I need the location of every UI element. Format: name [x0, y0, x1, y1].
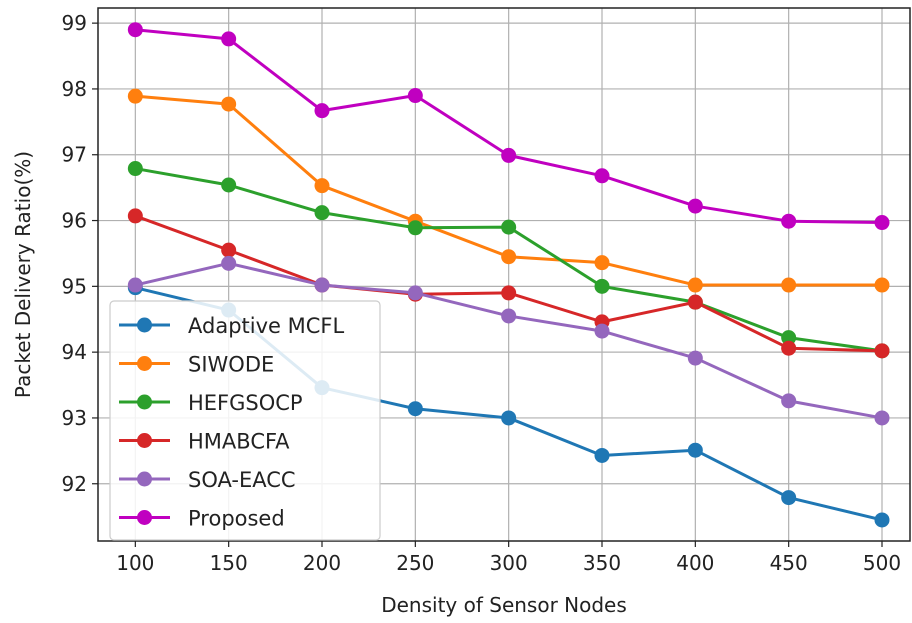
legend-box [109, 300, 381, 541]
data-point [594, 447, 610, 463]
data-point [127, 88, 143, 104]
data-point [781, 490, 797, 506]
x-tick-label: 350 [583, 551, 621, 575]
legend-swatch-marker [137, 394, 152, 410]
legend-item: HMABCFA [119, 430, 290, 454]
data-point [314, 277, 330, 293]
data-point [594, 323, 610, 339]
data-point [314, 103, 330, 119]
data-point [874, 343, 890, 359]
plot-frame [97, 7, 911, 542]
data-point [781, 277, 797, 293]
legend-item: Adaptive MCFL [119, 314, 344, 338]
data-point [874, 410, 890, 426]
legend-swatch-marker [137, 471, 152, 487]
data-point [781, 213, 797, 229]
data-point [407, 88, 423, 104]
legend-swatch-marker [137, 356, 152, 371]
data-point [501, 308, 517, 324]
legend-label: SOA-EACC [188, 468, 296, 492]
data-point [687, 442, 703, 458]
data-point [221, 255, 237, 271]
y-tick-label: 96 [62, 209, 87, 233]
legend-label: HMABCFA [188, 430, 290, 454]
data-point [594, 168, 610, 184]
data-point [407, 285, 423, 301]
series-soa-eacc [127, 255, 890, 426]
x-tick-label: 300 [490, 551, 528, 575]
data-point [501, 410, 517, 426]
x-tick-label: 100 [116, 551, 154, 575]
x-tick-label: 500 [863, 551, 901, 575]
legend-swatch-marker [137, 510, 152, 525]
legend: Adaptive MCFL SIWODE HEFGSOCP HMABCFA SOA-EA… [109, 300, 381, 541]
legend-label: Proposed [188, 507, 285, 531]
legend-label: Adaptive MCFL [188, 314, 344, 338]
data-point [501, 285, 517, 301]
data-point [687, 198, 703, 214]
legend-item: SIWODE [119, 353, 274, 377]
data-point [501, 147, 517, 163]
legend-item: SOA-EACC [119, 468, 296, 492]
y-tick-label: 97 [62, 143, 87, 167]
data-point [221, 31, 237, 47]
y-tick-label: 95 [62, 274, 87, 298]
legend-item: HEFGSOCP [119, 391, 303, 415]
data-point [221, 96, 237, 112]
data-point [874, 277, 890, 293]
data-point [314, 178, 330, 194]
data-point [127, 22, 143, 38]
data-point [687, 277, 703, 293]
data-point [781, 340, 797, 356]
data-point [874, 512, 890, 528]
data-point [781, 393, 797, 409]
data-point [501, 219, 517, 235]
x-tick-label: 150 [210, 551, 248, 575]
data-point [127, 208, 143, 224]
data-point [221, 242, 237, 258]
data-point [501, 249, 517, 265]
data-point [874, 215, 890, 231]
data-point [594, 255, 610, 271]
data-point [314, 205, 330, 221]
x-tick-label: 250 [396, 551, 434, 575]
legend-label: HEFGSOCP [188, 391, 303, 415]
data-point [594, 278, 610, 294]
data-point [687, 350, 703, 366]
data-point [407, 220, 423, 236]
y-tick-label: 94 [62, 340, 87, 364]
axes: 100 150 200 250 300 350 400 450 500 92 93 94 95 96 97 9… [62, 11, 902, 575]
data-point [127, 277, 143, 293]
legend-item: Proposed [119, 507, 285, 531]
series-proposed [127, 22, 890, 231]
x-axis-label: Density of Sensor Nodes [381, 593, 627, 617]
data-point [687, 294, 703, 310]
y-tick-label: 99 [62, 11, 87, 35]
x-tick-label: 450 [770, 551, 808, 575]
legend-label: SIWODE [188, 353, 274, 377]
y-tick-label: 93 [62, 406, 87, 430]
data-point [221, 177, 237, 193]
x-tick-label: 200 [303, 551, 341, 575]
y-tick-label: 98 [62, 77, 87, 101]
x-tick-label: 400 [676, 551, 714, 575]
data-point [781, 330, 797, 346]
y-tick-label: 92 [62, 472, 87, 496]
y-axis-label: Packet Delivery Ratio(%) [11, 151, 35, 398]
legend-swatch-marker [137, 433, 152, 448]
data-point [407, 401, 423, 417]
series-siwode [127, 88, 890, 293]
data-point [127, 161, 143, 177]
legend-swatch-marker [137, 317, 152, 333]
